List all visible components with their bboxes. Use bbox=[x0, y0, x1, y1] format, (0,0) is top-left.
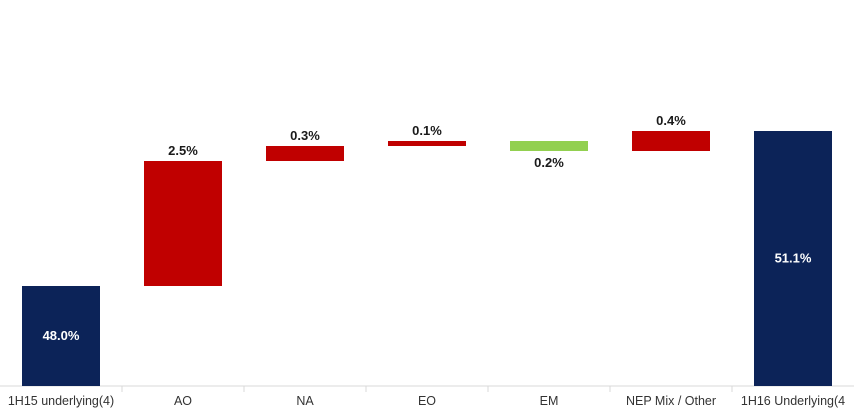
data-label-ao: 2.5% bbox=[168, 143, 198, 158]
bar-em bbox=[510, 141, 588, 151]
data-label-eo: 0.1% bbox=[412, 123, 442, 138]
data-label-1h16-underlying-4: 51.1% bbox=[775, 251, 812, 266]
category-label-ao: AO bbox=[174, 394, 192, 408]
data-label-em: 0.2% bbox=[534, 155, 564, 170]
bar-ao bbox=[144, 161, 222, 286]
bar-1h16-underlying-4 bbox=[754, 131, 832, 386]
bar-na bbox=[266, 146, 344, 161]
data-label-1h15-underlying-4: 48.0% bbox=[43, 328, 80, 343]
category-label-1h16-underlying-4: 1H16 Underlying(4 bbox=[741, 394, 845, 408]
bar-nep-mix-other bbox=[632, 131, 710, 151]
category-label-nep-mix-other: NEP Mix / Other bbox=[626, 394, 716, 408]
category-label-na: NA bbox=[296, 394, 314, 408]
data-label-nep-mix-other: 0.4% bbox=[656, 113, 686, 128]
bar-eo bbox=[388, 141, 466, 146]
data-label-na: 0.3% bbox=[290, 128, 320, 143]
category-label-eo: EO bbox=[418, 394, 436, 408]
category-label-em: EM bbox=[540, 394, 559, 408]
category-label-1h15-underlying-4: 1H15 underlying(4) bbox=[8, 394, 114, 408]
bar-1h15-underlying-4 bbox=[22, 286, 100, 386]
